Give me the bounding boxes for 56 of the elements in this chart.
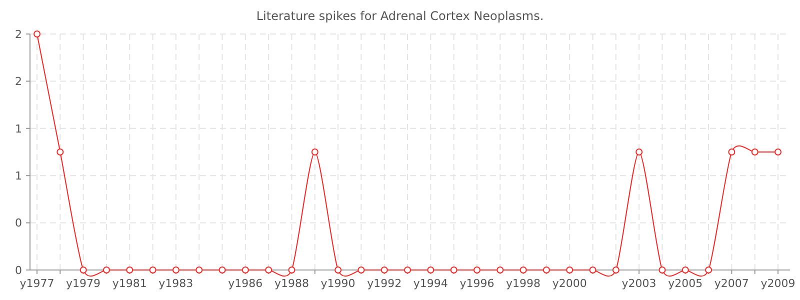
y-tick-label: 2 (15, 75, 22, 88)
point (34, 30, 40, 38)
point (566, 266, 574, 274)
x-tick-label: y2000 (552, 277, 587, 290)
point (728, 148, 736, 156)
point (404, 266, 411, 274)
x-tick-label: y2007 (714, 277, 749, 290)
point (149, 266, 156, 274)
point (288, 266, 296, 274)
point (358, 266, 365, 274)
point (450, 266, 458, 274)
x-tick-label: y1988 (274, 277, 309, 290)
point (265, 266, 272, 274)
point (705, 266, 712, 274)
point (658, 266, 666, 274)
point (520, 266, 527, 274)
point (242, 266, 249, 274)
point (126, 266, 134, 274)
x-tick-label: y1979 (66, 277, 101, 290)
point (751, 148, 758, 156)
point (473, 266, 480, 274)
y-tick-label: 0 (15, 264, 22, 277)
point (496, 266, 504, 274)
point (172, 266, 180, 274)
x-tick-label: y2009 (760, 277, 796, 290)
point (636, 148, 643, 156)
point (56, 148, 64, 156)
point (612, 266, 620, 274)
point (589, 266, 596, 274)
x-tick-label: y1992 (367, 277, 402, 290)
x-tick-label: y1981 (112, 277, 147, 290)
x-tick-label: y1977 (20, 277, 54, 290)
point (196, 266, 203, 274)
x-tick-label: y2005 (668, 277, 703, 290)
point (311, 148, 318, 156)
y-tick-label: 0 (15, 216, 22, 230)
point (102, 266, 110, 274)
chart-title: Literature spikes for Adrenal Cortex Neoplasms. (256, 9, 544, 23)
point (774, 148, 782, 156)
point (542, 266, 550, 274)
x-tick-label: y1990 (320, 277, 356, 290)
y-tick-label: 2 (15, 28, 22, 41)
point (80, 266, 87, 274)
point (682, 266, 689, 274)
x-tick-label: y1986 (228, 277, 263, 290)
x-tick-label: y1983 (158, 277, 194, 290)
point (380, 266, 388, 274)
point (427, 266, 434, 274)
point (334, 266, 342, 274)
y-tick-label: 1 (15, 122, 22, 136)
x-tick-label: y1996 (460, 277, 494, 290)
point (218, 266, 226, 274)
x-tick-label: y1998 (506, 277, 541, 290)
x-tick-label: y2003 (622, 277, 656, 290)
x-tick-label: y1994 (413, 277, 448, 290)
y-tick-label: 1 (15, 169, 22, 182)
